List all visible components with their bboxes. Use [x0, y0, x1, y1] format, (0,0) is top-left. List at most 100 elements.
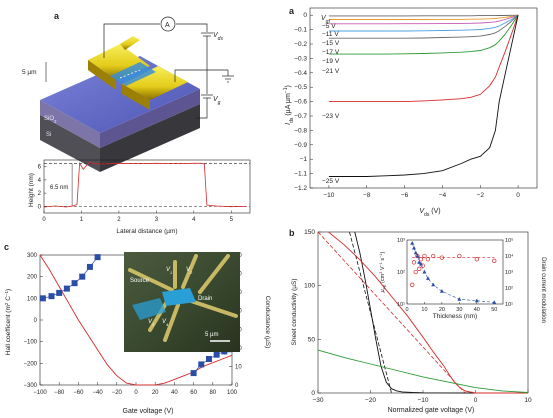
iv-y-tick-label: 0	[303, 12, 307, 19]
profile-x-tick-label: 5	[230, 217, 234, 223]
iv-series-line	[328, 14, 519, 25]
hall-marks	[39, 254, 233, 386]
iv-y-tick-label: −0.3	[294, 55, 307, 62]
iv-series-label: −15 V	[322, 40, 340, 47]
iv-series-line	[328, 15, 519, 103]
inset-v3-label: V3	[148, 319, 155, 327]
scale-label: 5 µm	[22, 69, 37, 76]
cond-x-tick-label: −10	[417, 397, 428, 404]
profile-marks	[43, 162, 250, 208]
circuit	[103, 23, 234, 119]
flake-channel	[110, 62, 156, 86]
inset-modulation-point	[439, 289, 444, 293]
inset-mobility-point	[492, 258, 497, 263]
iv-marks	[328, 14, 519, 177]
ammeter-icon	[160, 16, 176, 32]
inset-x-axis-label: Thickness (nm)	[433, 313, 477, 320]
hall-point	[79, 273, 86, 280]
inset-modulation-point	[417, 260, 422, 264]
inset-y-right-tick-label: 10²	[505, 286, 513, 292]
profile-frame	[43, 159, 251, 214]
iv-series-label: −5 V	[322, 23, 336, 30]
inset-x-tick-label: 10	[421, 307, 427, 313]
inset-y-right-tick-label: 10⁴	[505, 253, 514, 260]
cond-x-tick-label: 0	[474, 397, 478, 404]
hall-y-axis-right-label: Conductance (µS)	[264, 296, 271, 349]
inset-drain-label: Drain	[198, 296, 212, 302]
inset-v2-label: V2	[186, 267, 193, 275]
inset-mobility-point	[418, 257, 424, 262]
inset-modulation-point	[418, 261, 423, 266]
hall-y-left-tick-label: −300	[23, 383, 37, 389]
vg-label: Vg	[213, 96, 221, 106]
inset-source-label: Source	[130, 278, 150, 284]
iv-y-tick-label: −0.2	[294, 41, 307, 48]
panel-label-device: a	[54, 11, 60, 21]
cond-y-tick-label: 100	[304, 283, 315, 290]
iv-x-tick-label: −2	[477, 192, 485, 199]
hall-point	[48, 293, 55, 300]
hall-y-left-tick-label: 300	[27, 253, 38, 259]
cond-x-tick-label: 10	[524, 397, 532, 404]
iv-x-tick-label: 0	[516, 192, 520, 199]
inset-y-axis-right-label: Drain current modulation	[540, 257, 546, 323]
inset-modulation-point	[474, 298, 479, 303]
iv-y-tick-label: −0.6	[294, 99, 307, 106]
iv-x-tick-label: −10	[323, 192, 334, 199]
inset-mobility-point	[425, 257, 431, 262]
iv-series-label: −17 V	[322, 49, 340, 56]
hall-y-left-tick-label: 0	[34, 318, 38, 324]
hall-x-tick-label: 20	[152, 390, 159, 396]
inset-mobility-point	[420, 263, 425, 268]
inset-y-right-tick-label: 10⁵	[505, 237, 513, 244]
profile-x-tick-label: 1	[80, 217, 84, 223]
hall-point	[213, 351, 220, 358]
hall-point	[190, 370, 197, 377]
iv-series-line	[328, 14, 519, 55]
cond-x-axis-label: Normalized gate voltage (V)	[388, 407, 475, 414]
iv-series-line	[328, 14, 519, 20]
inset-scale-label: 5 µm	[205, 332, 218, 338]
iv-series-line	[328, 14, 519, 39]
inset-y-left-tick-label: 10²	[397, 270, 405, 276]
cond-marks	[317, 231, 529, 394]
ammeter-label: A	[165, 22, 170, 29]
hall-point	[86, 263, 93, 270]
iv-legend: −5 V−11 V −15 V −17 V −19 V −21 V −23 V −25 V	[322, 23, 340, 185]
inset-mobility-point	[422, 253, 427, 259]
inset-x-tick-label: 0	[405, 307, 408, 313]
inset-mobility-point	[431, 253, 436, 259]
iv-y-tick-label: −0.5	[294, 84, 307, 91]
inset-mobility-point	[411, 260, 417, 265]
inset-mobility-point	[439, 255, 445, 260]
gold-contact-right	[122, 66, 188, 110]
iv-y-tick-label: −1.2	[294, 185, 307, 192]
inset-y-left-tick-label: 10³	[397, 238, 405, 244]
iv-series-label: −23 V	[322, 113, 340, 120]
inset-x-tick-label: 20	[439, 307, 445, 313]
hall-x-tick-label: 100	[227, 390, 238, 396]
inset-modulation-point	[431, 282, 436, 287]
hall-x-tick-label: 0	[134, 390, 138, 396]
iv-axes: −10 −8 −6 −4 −2 0 0 −0.1 −0.2 −0.3 −0.4 −0.5 −0.6 −0.…	[294, 7, 538, 199]
hall-y-right-tick-label: 0	[235, 383, 239, 389]
iv-series-label: −21 V	[322, 68, 340, 75]
output-curves-chart: a −10 −8 −6 −4 −2 00−0.1−0.2−0.3−0.4−0.5−0.6−…	[283, 6, 538, 218]
inset-axes: 0 10 20 30 40 50 10¹ 10² 10³ 10¹ 10² 10³ 10⁴ 10⁵	[397, 237, 514, 313]
iv-y-tick-label: −0.1	[294, 27, 307, 34]
panel-label-iv: a	[289, 6, 295, 16]
iv-series-label: −11 V	[322, 31, 339, 38]
profile-y-axis-label: Height (nm)	[28, 173, 35, 207]
iv-series-label: −25 V	[322, 178, 340, 185]
panel-label-hall: c	[4, 242, 9, 252]
hall-inset-photo: Source Drain V1 V2 V3 V4 5 µm	[124, 252, 240, 352]
profile-x-axis-label: Lateral distance (µm)	[116, 228, 177, 235]
inset-mobility-point	[413, 269, 418, 275]
hall-x-tick-label: 60	[190, 390, 197, 396]
inset-modulation-point	[411, 245, 416, 250]
cond-y-tick-label: 0	[311, 390, 315, 397]
height-profile-chart: 0 1 2 3 4 5 0 2 4 6 Lateral distance (µm) Height …	[28, 159, 251, 235]
profile-series-line	[43, 162, 247, 208]
inset-v4-label: V4	[162, 319, 169, 327]
